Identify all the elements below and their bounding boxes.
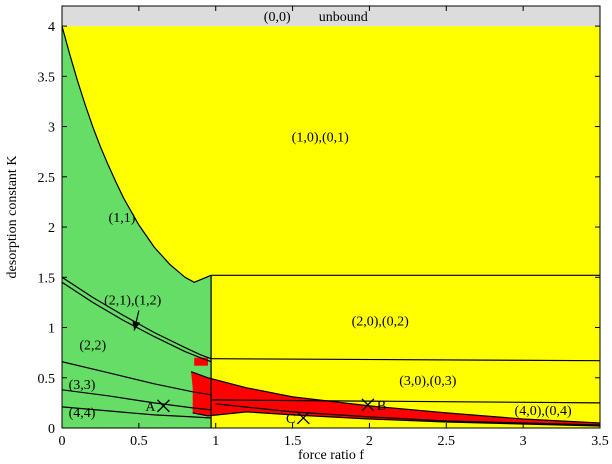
region-label: (3,0),(0,3) — [399, 374, 456, 389]
x-tick-label: 0 — [59, 434, 66, 449]
x-tick-label: 2.5 — [438, 434, 456, 449]
region-label: (4,4) — [69, 406, 96, 421]
x-tick-label: 3.5 — [591, 434, 609, 449]
region-bistable-3 — [194, 357, 208, 366]
region-label: (2,2) — [79, 339, 106, 354]
y-axis-ticks: 0 0.5 1 1.5 2 2.5 3 3.5 4 — [38, 20, 600, 437]
x-tick-label: 1.5 — [284, 434, 302, 449]
y-tick-label: 0 — [48, 422, 55, 437]
y-tick-label: 3 — [48, 121, 55, 136]
boundaries-layer — [62, 25, 600, 428]
region-labels-layer: (0,0) unbound (1,0),(0,1) (1,1) (2,1),(1,2) (… — [69, 10, 572, 421]
x-tick-label: 2 — [366, 434, 373, 449]
y-tick-label: 2 — [48, 221, 55, 236]
y-tick-label: 1 — [48, 322, 55, 337]
phase-boundary-9 — [62, 406, 212, 419]
phase-boundary-8 — [62, 389, 212, 411]
point-label-a: A — [145, 400, 156, 415]
y-axis-label: desorption constant K — [5, 156, 20, 279]
label-arrow-head — [132, 320, 141, 331]
point-marker-b — [361, 398, 375, 412]
region-label: (2,1),(1,2) — [104, 293, 161, 308]
region-symmetric-2 — [62, 26, 212, 428]
region-label: (0,0) — [264, 10, 291, 25]
regions-layer — [62, 6, 600, 428]
region-label: (1,0),(0,1) — [292, 131, 349, 146]
region-label: (3,3) — [69, 378, 96, 393]
y-tick-label: 3.5 — [38, 70, 56, 85]
phase-boundary-12 — [215, 403, 600, 426]
x-axis-label: force ratio f — [298, 448, 364, 463]
phase-boundary-7 — [62, 361, 212, 396]
phase-boundary-10 — [192, 411, 600, 427]
point-label-b: B — [377, 399, 386, 414]
phase-boundary-0 — [62, 25, 212, 283]
point-marker-a — [156, 399, 170, 413]
phase-boundary-6 — [62, 281, 212, 363]
x-axis-ticks: 0 0.5 1 1.5 2 2.5 3 3.5 — [59, 6, 609, 449]
region-label: (1,1) — [109, 211, 136, 226]
x-tick-label: 1 — [212, 434, 219, 449]
y-tick-label: 1.5 — [38, 271, 56, 286]
phase-boundary-11 — [190, 371, 600, 424]
y-tick-label: 2.5 — [38, 171, 56, 186]
x-tick-label: 0.5 — [130, 434, 148, 449]
phase-boundary-4 — [211, 399, 600, 404]
region-label: unbound — [319, 10, 368, 25]
y-tick-label: 0.5 — [38, 372, 56, 387]
region-label: (2,0),(0,2) — [352, 314, 409, 329]
plot-frame — [61, 5, 601, 429]
phase-boundary-3 — [211, 358, 600, 362]
y-tick-label: 4 — [48, 20, 55, 35]
region-unbound-0 — [62, 6, 600, 27]
region-label: (4,0),(0,4) — [515, 404, 572, 419]
point-marker-c — [296, 411, 310, 425]
phase-boundary-5 — [62, 276, 212, 360]
point-label-c: C — [286, 412, 295, 427]
x-tick-label: 3 — [520, 434, 527, 449]
point-markers-layer: A B C — [145, 398, 386, 427]
